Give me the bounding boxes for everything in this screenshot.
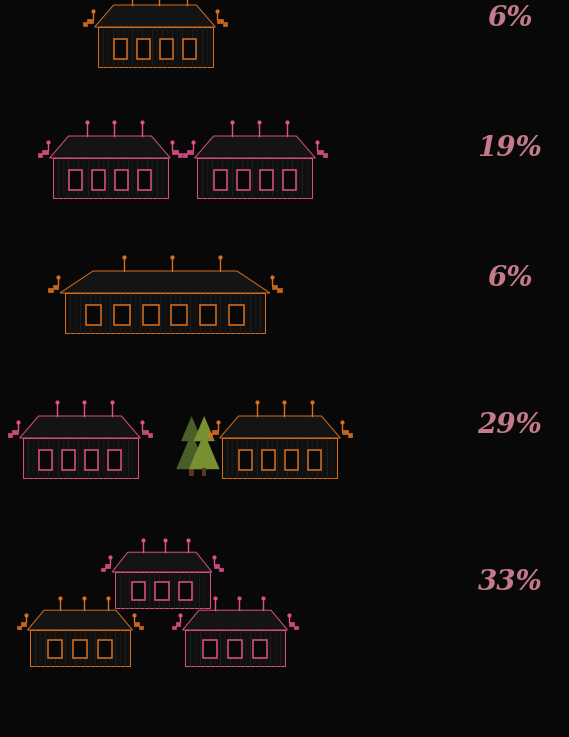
Bar bbox=[214, 170, 227, 189]
Bar bbox=[160, 38, 173, 59]
Bar bbox=[260, 170, 273, 189]
Bar bbox=[239, 450, 252, 469]
Bar bbox=[114, 304, 130, 324]
Polygon shape bbox=[27, 610, 133, 630]
Text: 19%: 19% bbox=[477, 134, 542, 161]
Polygon shape bbox=[318, 150, 327, 157]
Polygon shape bbox=[48, 284, 58, 292]
Polygon shape bbox=[17, 623, 26, 629]
Bar bbox=[69, 170, 82, 189]
Bar bbox=[189, 468, 194, 476]
Bar bbox=[262, 450, 275, 469]
Bar bbox=[114, 38, 127, 59]
Bar bbox=[185, 630, 285, 666]
Bar bbox=[39, 450, 52, 469]
Bar bbox=[30, 630, 130, 666]
Polygon shape bbox=[8, 430, 18, 437]
Bar bbox=[237, 170, 250, 189]
Bar bbox=[203, 640, 217, 658]
Bar bbox=[114, 572, 209, 608]
Bar bbox=[73, 640, 87, 658]
Bar bbox=[253, 640, 267, 658]
Bar bbox=[183, 38, 196, 59]
Polygon shape bbox=[19, 416, 141, 438]
Polygon shape bbox=[60, 271, 270, 293]
Polygon shape bbox=[272, 284, 282, 292]
Polygon shape bbox=[195, 136, 315, 158]
Polygon shape bbox=[208, 430, 217, 437]
Bar bbox=[23, 438, 138, 478]
Bar bbox=[52, 158, 167, 198]
Bar bbox=[228, 640, 242, 658]
Bar bbox=[48, 640, 62, 658]
Polygon shape bbox=[193, 416, 215, 441]
Polygon shape bbox=[112, 552, 212, 572]
Polygon shape bbox=[189, 433, 220, 469]
Polygon shape bbox=[101, 565, 110, 571]
Text: 33%: 33% bbox=[477, 568, 542, 595]
Bar bbox=[131, 582, 145, 601]
Text: 6%: 6% bbox=[487, 4, 533, 32]
Bar bbox=[86, 304, 101, 324]
Bar bbox=[62, 450, 75, 469]
Bar bbox=[222, 438, 337, 478]
Polygon shape bbox=[290, 623, 298, 629]
Polygon shape bbox=[38, 150, 48, 157]
Bar bbox=[202, 468, 207, 476]
Bar bbox=[85, 450, 98, 469]
Bar bbox=[155, 582, 168, 601]
Polygon shape bbox=[217, 18, 227, 26]
Bar bbox=[92, 170, 105, 189]
Bar bbox=[98, 640, 112, 658]
Polygon shape bbox=[183, 610, 287, 630]
Bar bbox=[97, 27, 212, 67]
Polygon shape bbox=[50, 136, 170, 158]
Bar bbox=[65, 293, 265, 333]
Bar bbox=[115, 170, 128, 189]
Polygon shape bbox=[343, 430, 352, 437]
Polygon shape bbox=[94, 5, 216, 27]
Polygon shape bbox=[83, 18, 93, 26]
Bar bbox=[179, 582, 192, 601]
Bar bbox=[285, 450, 298, 469]
Polygon shape bbox=[183, 150, 193, 157]
Polygon shape bbox=[214, 565, 223, 571]
Bar bbox=[171, 304, 187, 324]
Bar bbox=[143, 304, 159, 324]
Bar bbox=[108, 450, 121, 469]
Bar bbox=[197, 158, 312, 198]
Bar bbox=[200, 304, 216, 324]
Text: 29%: 29% bbox=[477, 411, 542, 439]
Polygon shape bbox=[172, 623, 180, 629]
Bar bbox=[229, 304, 244, 324]
Bar bbox=[283, 170, 296, 189]
Polygon shape bbox=[172, 150, 182, 157]
Polygon shape bbox=[220, 416, 340, 438]
Polygon shape bbox=[181, 416, 202, 441]
Bar bbox=[138, 170, 151, 189]
Polygon shape bbox=[176, 433, 207, 469]
Polygon shape bbox=[142, 430, 152, 437]
Polygon shape bbox=[134, 623, 143, 629]
Bar bbox=[308, 450, 321, 469]
Text: 6%: 6% bbox=[487, 265, 533, 292]
Bar bbox=[137, 38, 150, 59]
